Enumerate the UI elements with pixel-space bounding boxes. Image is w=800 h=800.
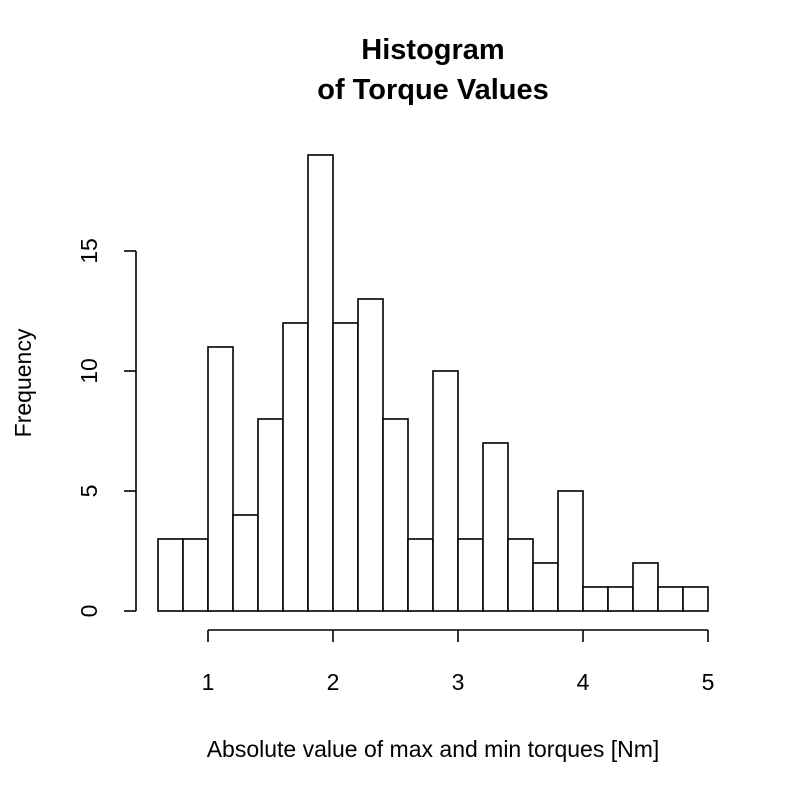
histogram-bar-11 [407, 538, 434, 612]
histogram-bar-7 [307, 154, 334, 612]
histogram-bar-22 [682, 586, 709, 612]
histogram-bar-12 [432, 370, 459, 612]
histogram-bar-14 [482, 442, 509, 612]
y-tick-label-10: 10 [76, 358, 102, 384]
histogram-bar-5 [257, 418, 284, 612]
histogram-bar-21 [657, 586, 684, 612]
histogram-bar-4 [232, 514, 259, 612]
histogram-bar-15 [507, 538, 534, 612]
histogram-bar-2 [182, 538, 209, 612]
y-tick-label-15: 15 [76, 238, 102, 264]
histogram-bar-9 [357, 298, 384, 612]
histogram-bar-17 [557, 490, 584, 612]
x-axis: 1 2 3 4 5 [202, 629, 715, 695]
histogram-bar-13 [457, 538, 484, 612]
histogram-bar-18 [582, 586, 609, 612]
y-axis: 0 5 10 15 [76, 238, 137, 618]
x-axis-title: Absolute value of max and min torques [N… [207, 736, 660, 762]
y-tick-label-5: 5 [76, 485, 102, 498]
histogram-bars [157, 154, 709, 612]
histogram-bar-20 [632, 562, 659, 612]
histogram-bar-10 [382, 418, 409, 612]
chart-title-line-2: of Torque Values [317, 74, 549, 106]
x-tick-label-2: 2 [327, 669, 340, 695]
y-axis-title: Frequency [10, 328, 36, 437]
x-tick-label-4: 4 [577, 669, 590, 695]
chart-title: Histogram of Torque Values [317, 34, 549, 106]
histogram-bar-16 [532, 562, 559, 612]
histogram-bar-19 [607, 586, 634, 612]
y-tick-label-0: 0 [76, 605, 102, 618]
x-tick-label-1: 1 [202, 669, 215, 695]
chart-title-line-1: Histogram [361, 34, 504, 66]
histogram-bar-6 [282, 322, 309, 612]
histogram-bar-1 [157, 538, 184, 612]
x-tick-label-5: 5 [702, 669, 715, 695]
histogram-bar-8 [332, 322, 359, 612]
x-tick-label-3: 3 [452, 669, 465, 695]
histogram-bar-3 [207, 346, 234, 612]
